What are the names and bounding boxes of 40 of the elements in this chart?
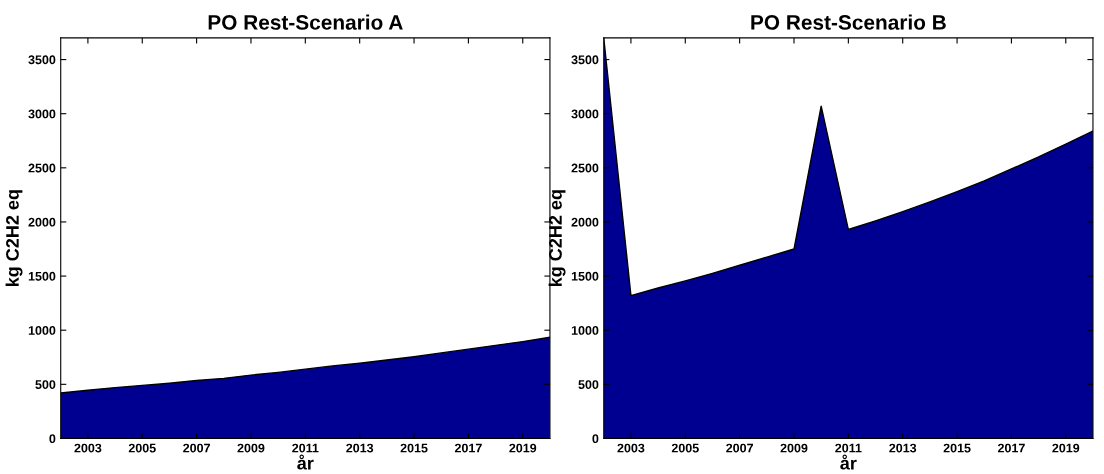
x-tick-label: 2015 [943,443,971,453]
chart-title: PO Rest-Scenario A [208,14,403,30]
y-tick-label: 500 [35,380,56,389]
x-tick-label: 2011 [835,443,862,453]
x-tick-label: 2003 [617,443,645,453]
x-tick-label: 2013 [889,443,917,453]
x-tick-label: 2007 [726,443,753,453]
y-tick-label: 2000 [28,217,56,227]
y-tick-label: 500 [578,380,599,389]
x-tick-label: 2011 [292,443,319,453]
y-tick-label: 0 [49,434,56,444]
y-tick-label: 0 [592,434,599,444]
y-tick-label: 3500 [571,55,599,65]
y-tick-label: 2500 [571,163,599,173]
y-tick-label: 1000 [28,326,56,335]
x-tick-label: 2005 [671,443,699,453]
x-tick-label: 2015 [400,443,428,453]
y-tick-label: 3000 [571,109,599,119]
x-tick-label: 2019 [1052,443,1080,453]
chart-title: PO Rest-Scenario B [751,14,946,30]
x-tick-label: 2005 [128,443,156,453]
y-axis-title: kg C2H2 eq [548,190,566,287]
x-axis-title: år [297,454,314,470]
x-tick-label: 2009 [780,443,808,453]
x-tick-label: 2007 [183,443,210,453]
y-tick-label: 2000 [571,217,599,227]
y-axis-title: kg C2H2 eq [5,190,23,287]
y-tick-label: 1500 [571,271,599,281]
y-tick-label: 1000 [571,326,599,335]
x-tick-label: 2013 [346,443,374,453]
y-tick-label: 3000 [28,109,56,119]
y-tick-label: 2500 [28,163,56,173]
x-tick-label: 2019 [509,443,537,453]
x-tick-label: 2009 [237,443,265,453]
x-tick-label: 2017 [454,443,482,453]
y-tick-label: 3500 [28,55,56,65]
x-tick-label: 2003 [74,443,102,453]
x-axis-title: år [840,454,857,470]
x-tick-label: 2017 [997,443,1025,453]
y-tick-label: 1500 [28,271,56,281]
